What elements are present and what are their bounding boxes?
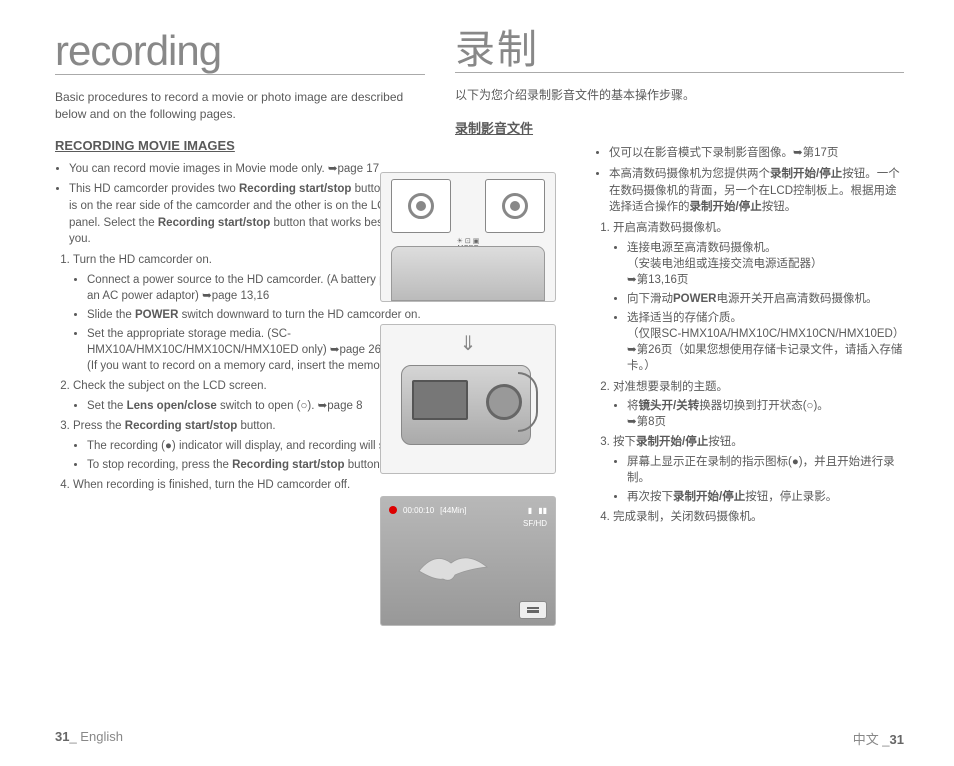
lens-icon bbox=[486, 384, 522, 420]
hand-strap-icon bbox=[518, 372, 538, 432]
section-heading-cn: 录制影音文件 bbox=[455, 118, 904, 137]
callout-rec-button-left bbox=[391, 179, 451, 233]
intro-en: Basic procedures to record a movie or ph… bbox=[55, 89, 425, 124]
steps-cn: 开启高清数码摄像机。 连接电源至高清数码摄像机。（安装电池组或连接交流电源适配器… bbox=[595, 220, 904, 526]
step-text: When recording is finished, turn the HD … bbox=[73, 479, 350, 491]
substep: 连接电源至高清数码摄像机。（安装电池组或连接交流电源适配器）➥第13,16页 bbox=[627, 240, 904, 288]
bullets-en: You can record movie images in Movie mod… bbox=[55, 161, 425, 248]
step-item: 完成录制，关闭数码摄像机。 bbox=[613, 509, 904, 526]
lcd-screen-icon bbox=[412, 380, 468, 420]
substep: The recording (●) indicator will display… bbox=[87, 438, 425, 454]
substep: 屏幕上显示正在录制的指示图标(●)，并且开始进行录制。 bbox=[627, 454, 904, 486]
footer-lang-cn: 中文 _ bbox=[853, 732, 890, 747]
page-number-left: 31 bbox=[55, 729, 69, 744]
step-item: When recording is finished, turn the HD … bbox=[73, 477, 425, 494]
figures-column: ☀ ⊡ ▣MODE ⇓ 00:00:10 [44Min] ▮ ▮▮ SF/HD bbox=[380, 172, 556, 648]
step-text: 完成录制，关闭数码摄像机。 bbox=[613, 511, 763, 523]
figure-top-buttons: ☀ ⊡ ▣MODE bbox=[380, 172, 556, 302]
figure-camcorder-side: ⇓ bbox=[380, 324, 556, 474]
osd-remaining: [44Min] bbox=[440, 506, 466, 515]
step-text: Turn the HD camcorder on. bbox=[73, 254, 212, 266]
substep: 再次按下录制开始/停止按钮，停止录影。 bbox=[627, 489, 904, 505]
figure-lcd-recording: 00:00:10 [44Min] ▮ ▮▮ SF/HD bbox=[380, 496, 556, 626]
step-text: 对准想要录制的主题。 bbox=[613, 381, 728, 393]
down-arrow-icon: ⇓ bbox=[460, 331, 477, 356]
camcorder-icon bbox=[401, 365, 531, 445]
step-item: 按下录制开始/停止按钮。 屏幕上显示正在录制的指示图标(●)，并且开始进行录制。… bbox=[613, 434, 904, 505]
footer-right: 中文 _31 bbox=[853, 729, 904, 748]
bullet-item: 仅可以在影音模式下录制影音图像。➥第17页 bbox=[609, 145, 904, 162]
substep: 选择适当的存储介质。（仅限SC-HMX10A/HMX10C/HMX10CN/HM… bbox=[627, 310, 904, 374]
osd-resolution: SF/HD bbox=[523, 519, 547, 528]
substep: Slide the POWER switch downward to turn … bbox=[87, 307, 425, 323]
step-item: Turn the HD camcorder on. Connect a powe… bbox=[73, 252, 425, 374]
step-text: 开启高清数码摄像机。 bbox=[613, 222, 728, 234]
substep: To stop recording, press the Recording s… bbox=[87, 457, 425, 473]
steps-en: Turn the HD camcorder on. Connect a powe… bbox=[55, 252, 425, 494]
page-number-right: 31 bbox=[890, 732, 904, 747]
footer-lang-en: _ English bbox=[69, 729, 122, 744]
record-button-icon bbox=[502, 193, 528, 219]
step-text: Press the Recording start/stop button. bbox=[73, 420, 276, 432]
bullet-item: You can record movie images in Movie mod… bbox=[69, 161, 425, 178]
step-item: Press the Recording start/stop button. T… bbox=[73, 418, 425, 473]
substep: 将镜头开/关转换器切换到打开状态(○)。➥第8页 bbox=[627, 398, 904, 430]
substep: Set the appropriate storage media. (SC-H… bbox=[87, 326, 425, 374]
record-button-icon bbox=[408, 193, 434, 219]
step-text: Check the subject on the LCD screen. bbox=[73, 380, 267, 392]
substep: 向下滑动POWER电源开关开启高清数码摄像机。 bbox=[627, 291, 904, 307]
page-footer: 31_ English 中文 _31 bbox=[55, 729, 904, 748]
callout-rec-button-right bbox=[485, 179, 545, 233]
footer-left: 31_ English bbox=[55, 729, 123, 748]
section-heading-en: RECORDING MOVIE IMAGES bbox=[55, 138, 425, 153]
step-item: Check the subject on the LCD screen. Set… bbox=[73, 378, 425, 414]
page-title-cn: 录制 bbox=[455, 30, 904, 73]
page-title-en: recording bbox=[55, 30, 425, 75]
step-item: 对准想要录制的主题。 将镜头开/关转换器切换到打开状态(○)。➥第8页 bbox=[613, 379, 904, 431]
battery-icon: ▮▮ bbox=[538, 506, 547, 515]
osd-time: 00:00:10 bbox=[403, 506, 434, 515]
bullet-item: This HD camcorder provides two Recording… bbox=[69, 181, 425, 248]
camcorder-body-icon bbox=[391, 246, 545, 301]
card-icon: ▮ bbox=[528, 506, 532, 515]
bullet-item: 本高清数码摄像机为您提供两个录制开始/停止按钮。一个在数码摄像机的背面，另一个在… bbox=[609, 166, 904, 216]
osd-top-row: 00:00:10 [44Min] ▮ ▮▮ bbox=[389, 503, 547, 517]
bullets-cn: 仅可以在影音模式下录制影音图像。➥第17页 本高清数码摄像机为您提供两个录制开始… bbox=[595, 145, 904, 216]
step-item: 开启高清数码摄像机。 连接电源至高清数码摄像机。（安装电池组或连接交流电源适配器… bbox=[613, 220, 904, 374]
recording-dot-icon bbox=[389, 506, 397, 514]
menu-button-icon bbox=[519, 601, 547, 619]
bird-subject-icon bbox=[411, 547, 491, 587]
substep: Connect a power source to the HD camcord… bbox=[87, 272, 425, 304]
step-text: 按下录制开始/停止按钮。 bbox=[613, 436, 743, 448]
left-column: recording Basic procedures to record a m… bbox=[55, 30, 425, 710]
substep: Set the Lens open/close switch to open (… bbox=[87, 398, 425, 414]
intro-cn: 以下为您介绍录制影音文件的基本操作步骤。 bbox=[455, 87, 904, 104]
